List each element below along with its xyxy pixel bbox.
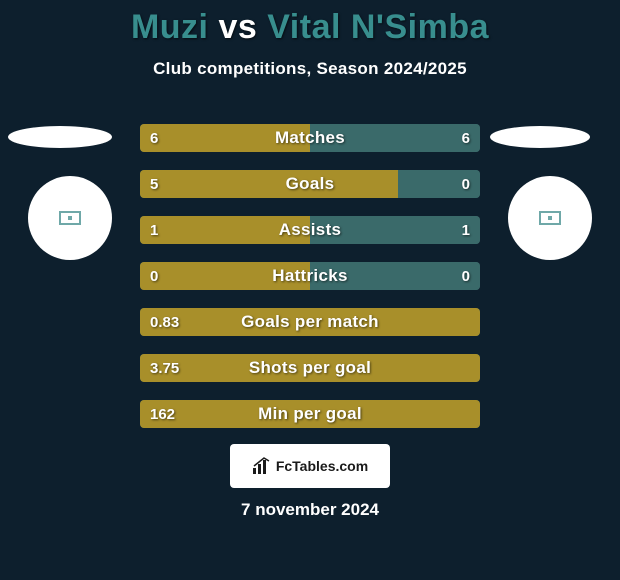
bar-chart-icon [252,457,272,475]
stat-row: Goals5 0 [140,170,480,198]
stat-row: Hattricks0 0 [140,262,480,290]
stat-label: Min per goal [140,400,480,428]
stat-label: Shots per goal [140,354,480,382]
stat-label: Assists [140,216,480,244]
stat-value-right: 6 [462,124,470,152]
vs-text: vs [218,8,257,46]
jersey-icon [539,211,561,225]
stat-value-left: 162 [150,400,175,428]
brand-box: FcTables.com [230,444,390,488]
stat-row: Min per goal162 [140,400,480,428]
stat-row: Matches6 6 [140,124,480,152]
brand-text: FcTables.com [276,458,368,474]
stat-value-right: 0 [462,262,470,290]
comparison-infographic: Muzi vs Vital N'Simba Club competitions,… [0,0,620,580]
stat-value-left: 6 [150,124,158,152]
stat-label: Hattricks [140,262,480,290]
player2-name: Vital N'Simba [267,8,489,46]
player1-name: Muzi [131,8,209,46]
stat-value-right: 0 [462,170,470,198]
stats-container: Matches66Goals50Assists11Hattricks00Goal… [140,124,480,446]
stat-row: Goals per match0.83 [140,308,480,336]
jersey-icon [59,211,81,225]
player2-badge [508,176,592,260]
player1-badge [28,176,112,260]
stat-row: Assists1 1 [140,216,480,244]
page-title: Muzi vs Vital N'Simba [0,0,620,47]
subtitle: Club competitions, Season 2024/2025 [0,59,620,79]
stat-label: Goals per match [140,308,480,336]
stat-value-left: 1 [150,216,158,244]
decor-ellipse-right [490,126,590,148]
stat-value-left: 3.75 [150,354,179,382]
jersey-dot-icon [68,216,72,220]
stat-label: Goals [140,170,480,198]
stat-value-left: 0 [150,262,158,290]
stat-row: Shots per goal3.75 [140,354,480,382]
stat-value-left: 0.83 [150,308,179,336]
stat-label: Matches [140,124,480,152]
stat-value-right: 1 [462,216,470,244]
decor-ellipse-left [8,126,112,148]
stat-value-left: 5 [150,170,158,198]
date-text: 7 november 2024 [0,500,620,520]
jersey-dot-icon [548,216,552,220]
